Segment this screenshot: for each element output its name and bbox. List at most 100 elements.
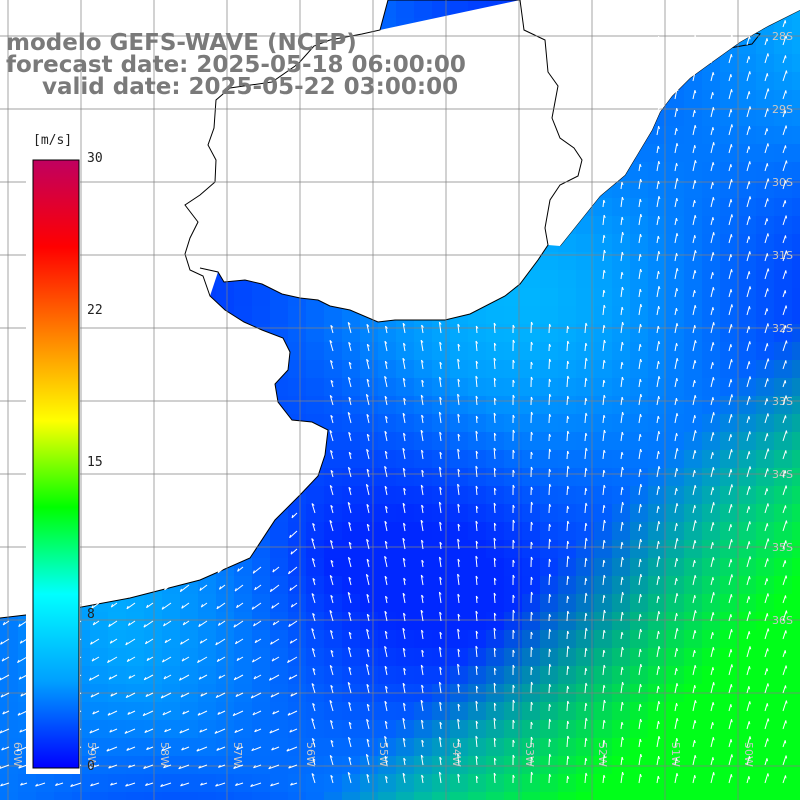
direction-arrow [235, 692, 244, 698]
arrow-head [18, 676, 22, 680]
arrow-head [512, 594, 515, 598]
arrow-head [640, 628, 643, 633]
arrow-head [585, 702, 588, 706]
arrow-head [311, 538, 315, 541]
direction-arrow [782, 180, 787, 190]
direction-arrow [782, 665, 787, 676]
arrow-head [694, 430, 697, 434]
direction-arrow [674, 538, 678, 550]
direction-arrow [602, 485, 605, 496]
direction-arrow [602, 199, 605, 208]
direction-arrow [674, 218, 677, 226]
arrow-head [694, 450, 697, 454]
arrow-head [567, 505, 570, 510]
direction-arrow [728, 574, 733, 586]
field-cell [522, 288, 540, 306]
arrow-head [530, 396, 534, 400]
arrow-head [585, 502, 588, 506]
direction-arrow [584, 357, 587, 370]
land-area [185, 0, 582, 322]
arrow-head [457, 468, 461, 472]
arrow-head [766, 758, 769, 762]
arrow-head [288, 571, 291, 575]
arrow-head [197, 659, 200, 663]
arrow-head [567, 630, 570, 634]
arrow-head [549, 413, 552, 417]
arrow-head [639, 378, 642, 383]
direction-arrow [782, 270, 787, 280]
direction-arrow [348, 542, 352, 550]
direction-arrow [728, 484, 733, 496]
arrow-head [347, 412, 351, 415]
arrow-head [694, 160, 697, 164]
field-cell [54, 792, 72, 800]
direction-arrow [18, 620, 28, 628]
direction-arrow [420, 520, 424, 532]
arrow-head [179, 730, 183, 734]
direction-arrow [746, 701, 751, 712]
arrow-head [785, 90, 787, 94]
arrow-head [712, 37, 715, 41]
arrow-head [385, 325, 388, 329]
arrow-head [420, 574, 424, 578]
arrow-head [384, 700, 388, 704]
arrow-head [200, 782, 203, 786]
direction-arrow [330, 560, 334, 568]
direction-arrow [366, 684, 370, 694]
direction-arrow [457, 774, 460, 784]
arrow-head [218, 764, 221, 768]
direction-arrow [402, 448, 406, 460]
arrow-head [147, 568, 150, 572]
field-cell [396, 0, 414, 18]
direction-arrow [602, 340, 605, 352]
arrow-head [748, 36, 751, 40]
direction-arrow [384, 646, 388, 658]
direction-arrow [199, 728, 208, 733]
direction-arrow [692, 685, 696, 694]
direction-arrow [548, 393, 551, 406]
field-cell [216, 288, 234, 306]
direction-arrow [329, 665, 334, 676]
direction-arrow [764, 18, 769, 28]
arrow-head [366, 773, 370, 777]
arrow-head [512, 609, 516, 613]
direction-arrow [638, 289, 641, 298]
arrow-head [366, 523, 370, 527]
direction-arrow [620, 412, 623, 424]
arrow-head [402, 467, 406, 471]
arrow-head [438, 591, 442, 595]
arrow-head [214, 730, 218, 734]
direction-arrow [312, 613, 316, 622]
arrow-head [366, 593, 370, 597]
arrow-head [694, 775, 696, 779]
direction-arrow [566, 450, 569, 460]
direction-arrow [746, 686, 750, 694]
direction-arrow [764, 448, 769, 460]
direction-arrow [272, 710, 280, 715]
arrow-head [694, 20, 696, 24]
direction-arrow [566, 540, 569, 550]
direction-arrow [728, 469, 732, 478]
arrow-head [269, 588, 272, 592]
direction-arrow [728, 164, 732, 172]
arrow-head [676, 523, 678, 527]
arrow-head [748, 631, 751, 635]
direction-arrow [710, 702, 714, 712]
direction-arrow [439, 362, 442, 370]
arrow-head [438, 501, 442, 505]
arrow-head [144, 588, 147, 592]
arrow-head [785, 700, 788, 704]
direction-arrow [674, 413, 678, 424]
arrow-head [603, 469, 606, 473]
direction-arrow [421, 415, 424, 424]
direction-arrow [128, 764, 136, 768]
arrow-head [585, 522, 588, 526]
arrow-head [603, 429, 606, 434]
arrow-head [311, 593, 315, 596]
direction-arrow [290, 548, 298, 555]
arrow-head [767, 648, 769, 652]
arrow-head [676, 53, 679, 57]
lat-label: 33S [772, 395, 793, 408]
direction-arrow [692, 215, 696, 226]
arrow-head [530, 486, 534, 490]
